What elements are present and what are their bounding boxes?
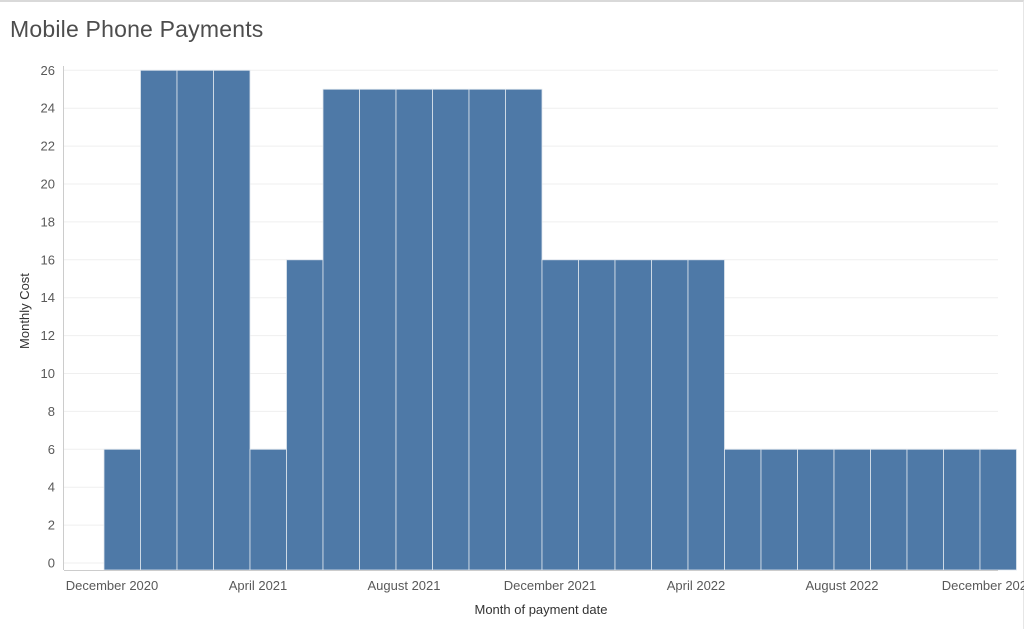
x-axis-ticks: December 2020 April 2021 August 2021 Decemb…: [66, 578, 1024, 593]
bar[interactable]: [724, 448, 762, 571]
x-tick-label: December 2020: [66, 578, 159, 593]
bar[interactable]: [395, 88, 433, 571]
bar[interactable]: [103, 448, 141, 571]
x-tick-label: April 2022: [667, 578, 726, 593]
bar[interactable]: [468, 88, 506, 571]
bars: [103, 69, 1017, 571]
y-axis-title: Monthly Cost: [17, 273, 32, 349]
y-tick-label: 10: [41, 366, 55, 381]
y-tick-label: 12: [41, 328, 55, 343]
y-tick-label: 26: [41, 63, 55, 78]
bar[interactable]: [870, 448, 908, 571]
bar[interactable]: [432, 88, 470, 571]
bar[interactable]: [906, 448, 944, 571]
chart-title: Mobile Phone Payments: [10, 16, 264, 42]
y-tick-label: 2: [48, 518, 55, 533]
y-tick-label: 20: [41, 177, 55, 192]
bar[interactable]: [651, 259, 689, 571]
y-tick-label: 22: [41, 139, 55, 154]
bar[interactable]: [614, 259, 652, 571]
axes: [63, 66, 998, 571]
y-tick-label: 18: [41, 214, 55, 229]
bar[interactable]: [541, 259, 579, 571]
bar[interactable]: [578, 259, 616, 571]
x-tick-label: August 2021: [367, 578, 440, 593]
bar[interactable]: [286, 259, 324, 571]
bar[interactable]: [833, 448, 871, 571]
bar[interactable]: [760, 448, 798, 571]
bar[interactable]: [249, 448, 287, 571]
bar[interactable]: [979, 448, 1017, 571]
y-tick-label: 24: [41, 101, 55, 116]
y-tick-label: 6: [48, 442, 55, 457]
x-tick-label: April 2021: [229, 578, 288, 593]
bar[interactable]: [140, 69, 178, 571]
bar[interactable]: [322, 88, 360, 571]
y-tick-label: 0: [48, 556, 55, 571]
x-axis-title: Month of payment date: [475, 602, 608, 617]
y-tick-label: 8: [48, 404, 55, 419]
x-tick-label: August 2022: [805, 578, 878, 593]
bar[interactable]: [359, 88, 397, 571]
y-tick-label: 16: [41, 252, 55, 267]
y-tick-label: 4: [48, 480, 55, 495]
x-tick-label: December 2022: [942, 578, 1024, 593]
bar[interactable]: [797, 448, 835, 571]
bar[interactable]: [176, 69, 214, 571]
bar[interactable]: [943, 448, 981, 571]
x-tick-label: December 2021: [504, 578, 597, 593]
bar[interactable]: [213, 69, 251, 571]
y-tick-label: 14: [41, 290, 55, 305]
bar[interactable]: [505, 88, 543, 571]
bar[interactable]: [687, 259, 725, 571]
